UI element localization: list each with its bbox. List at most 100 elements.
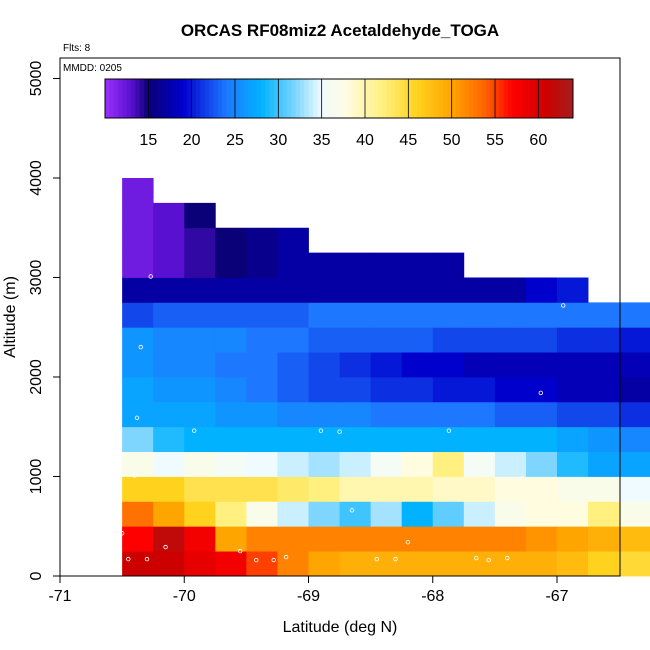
heatmap-cell — [246, 426, 278, 453]
colorbar-segment — [122, 79, 128, 118]
heatmap-cell — [308, 377, 340, 403]
heatmap-cell — [215, 302, 247, 328]
x-tick-label: -71 — [48, 588, 71, 605]
heatmap-cell — [153, 227, 185, 254]
sample-point — [405, 540, 411, 545]
colorbar-segment — [295, 79, 301, 118]
heatmap-cell — [494, 426, 527, 453]
heatmap-cell — [432, 401, 465, 428]
colorbar-segment — [425, 79, 431, 118]
colorbar-segment — [538, 79, 544, 118]
heatmap-cell — [432, 551, 465, 577]
heatmap-cell — [215, 401, 247, 428]
heatmap-cell — [277, 551, 309, 577]
heatmap-cell — [588, 401, 620, 428]
heatmap-cell — [494, 401, 527, 428]
colorbar-segment — [360, 79, 366, 118]
colorbar-segment — [317, 79, 323, 118]
heatmap-cell — [494, 551, 527, 577]
heatmap-cell — [619, 327, 650, 353]
colorbar-segment — [438, 79, 444, 118]
heatmap-cell — [246, 451, 278, 477]
colorbar-segment — [408, 79, 414, 118]
colorbar-segment — [278, 79, 284, 118]
heatmap-cell — [432, 252, 465, 278]
heatmap-cell — [215, 327, 247, 353]
colorbar-segment — [304, 79, 310, 118]
heatmap-cell — [588, 551, 620, 577]
heatmap-cell — [184, 526, 216, 552]
heatmap-cell — [153, 327, 185, 353]
colorbar-frame — [104, 78, 574, 119]
colorbar-segment — [204, 79, 210, 118]
heatmap-cell — [463, 302, 496, 328]
colorbar-segment — [187, 79, 193, 118]
heatmap-cell — [339, 526, 372, 552]
heatmap-cell — [463, 451, 496, 477]
heatmap-cell — [432, 377, 465, 403]
heatmap-cell — [308, 302, 340, 328]
colorbar-tick-label: 25 — [226, 132, 244, 149]
heatmap-cell — [246, 327, 278, 353]
colorbar-segment — [568, 79, 574, 118]
heatmap-cell — [401, 352, 434, 378]
y-tick-label: 2000 — [28, 359, 45, 395]
heatmap-cell — [525, 476, 558, 502]
colorbar-segment — [217, 79, 223, 118]
heatmap-cell — [122, 401, 154, 428]
sample-point — [538, 390, 543, 396]
colorbar-segment — [421, 79, 427, 118]
heatmap-cell — [339, 551, 372, 577]
heatmap-cell — [277, 227, 309, 254]
colorbar-segment — [178, 79, 184, 118]
heatmap-cell — [246, 501, 278, 527]
colorbar-segment — [226, 79, 232, 118]
colorbar-segment — [105, 79, 110, 118]
heatmap-cell — [153, 202, 185, 229]
colorbar-segment — [542, 79, 548, 118]
heatmap-cell — [122, 277, 154, 303]
colorbar-segment — [564, 79, 570, 118]
heatmap-cell — [619, 526, 650, 552]
heatmap-cell — [401, 501, 434, 527]
sample-point — [337, 429, 342, 434]
heatmap-cell — [588, 327, 620, 353]
sample-point — [505, 555, 510, 561]
heatmap-cell — [184, 426, 216, 453]
heatmap-cell — [246, 252, 278, 278]
date-label: MMDD: 0205 — [63, 63, 122, 74]
heatmap-cell — [525, 501, 558, 527]
colorbar-segment — [235, 79, 240, 118]
colorbar-segment — [399, 79, 405, 118]
colorbar-segment — [373, 79, 379, 118]
colorbar-tick-label: 15 — [139, 132, 157, 149]
sample-points — [119, 197, 566, 563]
heatmap-cell — [122, 501, 154, 527]
colorbar-segment — [287, 79, 292, 118]
heatmap-cell — [153, 277, 185, 303]
heatmap-cell — [122, 302, 154, 328]
y-tick-label: 1000 — [28, 459, 45, 495]
sample-point — [138, 344, 143, 350]
heatmap-cell — [588, 426, 620, 453]
heatmap-cell — [432, 501, 465, 527]
colorbar-segment — [464, 79, 470, 118]
colorbar-segment — [417, 79, 422, 118]
heatmap-cell — [619, 401, 650, 428]
colorbar-segment — [404, 79, 409, 118]
heatmap-cell — [494, 352, 527, 378]
heatmap-cell — [122, 426, 154, 453]
heatmap-cell — [494, 451, 527, 477]
heatmap-cell — [557, 551, 589, 577]
heatmap-cell — [370, 377, 403, 403]
heatmap-cell — [215, 526, 247, 552]
heatmap-cell — [494, 327, 527, 353]
heatmap-cell — [401, 327, 434, 353]
heatmap-cell — [588, 352, 620, 378]
sample-point — [254, 557, 259, 563]
heatmap-cell — [122, 252, 154, 278]
colorbar-segment — [495, 79, 500, 118]
heatmap-cell — [153, 526, 185, 552]
colorbar-segment — [456, 79, 461, 118]
heatmap-cell — [277, 352, 309, 378]
